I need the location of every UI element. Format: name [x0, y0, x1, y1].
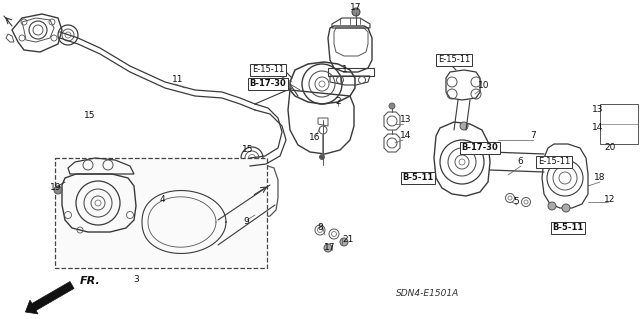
Circle shape: [340, 238, 348, 246]
Text: E-15-11: E-15-11: [252, 65, 284, 75]
Text: 5: 5: [513, 197, 519, 206]
Circle shape: [389, 103, 395, 109]
Text: E-15-11: E-15-11: [538, 158, 570, 167]
Text: 16: 16: [309, 133, 321, 143]
Bar: [55, 158, 267, 268]
Text: 3: 3: [133, 276, 139, 285]
Text: 4: 4: [159, 196, 165, 204]
Text: 17: 17: [350, 4, 362, 12]
Circle shape: [460, 122, 468, 130]
Text: 20: 20: [604, 143, 616, 152]
Text: 15: 15: [84, 112, 96, 121]
Text: 14: 14: [592, 122, 604, 131]
Text: E-15-11: E-15-11: [438, 56, 470, 64]
Text: B-5-11: B-5-11: [552, 224, 584, 233]
Text: 8: 8: [317, 224, 323, 233]
Text: B-17-30: B-17-30: [461, 144, 499, 152]
Text: 18: 18: [595, 174, 605, 182]
Circle shape: [319, 154, 324, 160]
Text: 14: 14: [400, 131, 412, 140]
Text: 9: 9: [243, 218, 249, 226]
Text: 15: 15: [243, 145, 253, 154]
Text: 17: 17: [324, 243, 336, 253]
Text: 19: 19: [51, 183, 61, 192]
Text: 13: 13: [400, 115, 412, 124]
Circle shape: [352, 8, 360, 16]
Text: 2: 2: [335, 98, 341, 107]
Text: 10: 10: [478, 81, 490, 91]
Text: B-5-11: B-5-11: [403, 174, 434, 182]
Text: 12: 12: [604, 196, 616, 204]
Text: 21: 21: [342, 235, 354, 244]
Text: 13: 13: [592, 106, 604, 115]
Circle shape: [548, 202, 556, 210]
Circle shape: [54, 186, 62, 194]
Text: SDN4-E1501A: SDN4-E1501A: [396, 290, 460, 299]
Text: 11: 11: [172, 76, 184, 85]
Circle shape: [562, 204, 570, 212]
Text: 6: 6: [517, 158, 523, 167]
Text: 7: 7: [530, 131, 536, 140]
Circle shape: [324, 244, 332, 252]
FancyArrow shape: [26, 282, 74, 314]
Text: FR.: FR.: [80, 276, 100, 286]
Text: 1: 1: [342, 65, 348, 75]
Text: B-17-30: B-17-30: [250, 79, 286, 88]
